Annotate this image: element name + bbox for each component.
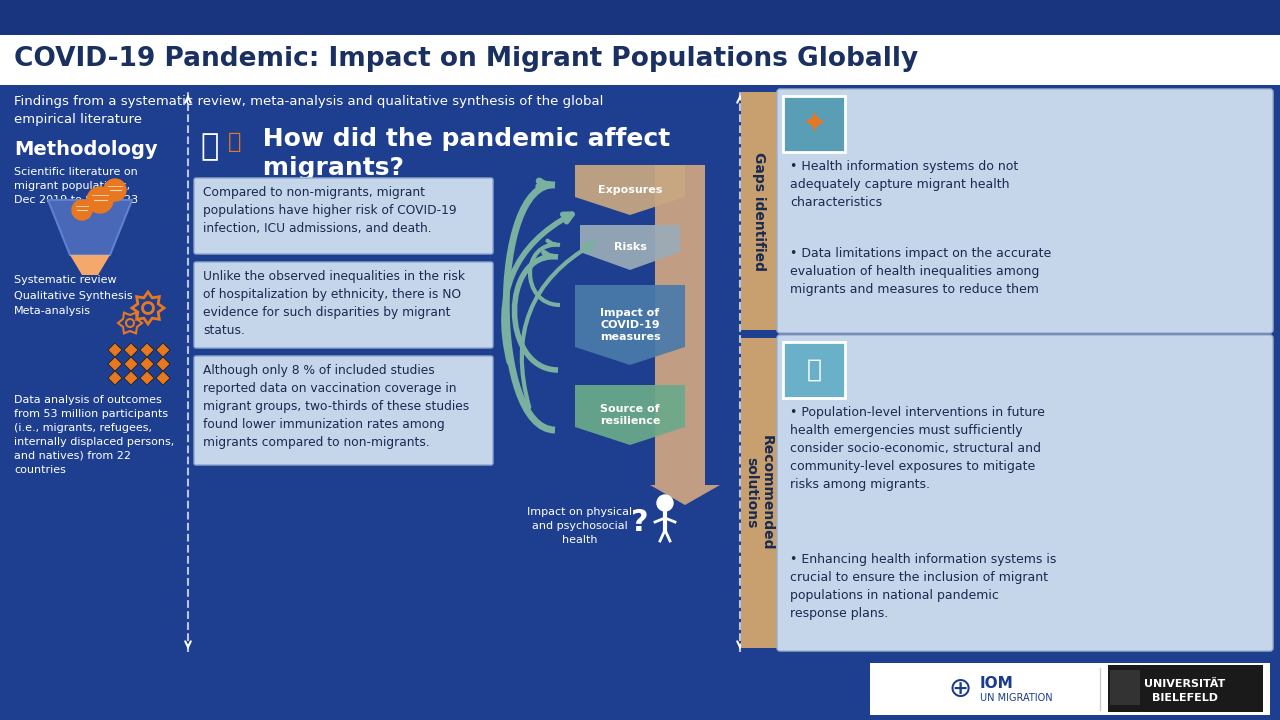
FancyBboxPatch shape (870, 663, 1270, 715)
Text: UNIVERSITÄT: UNIVERSITÄT (1144, 679, 1226, 689)
Polygon shape (124, 371, 138, 385)
Circle shape (104, 179, 125, 201)
Polygon shape (124, 343, 138, 357)
FancyBboxPatch shape (195, 262, 493, 348)
Text: Data analysis of outcomes
from 53 million participants
(i.e., migrants, refugees: Data analysis of outcomes from 53 millio… (14, 395, 174, 475)
Polygon shape (156, 371, 170, 385)
Text: • Data limitations impact on the accurate
evaluation of health inequalities amon: • Data limitations impact on the accurat… (790, 247, 1051, 296)
Text: • Enhancing health information systems is
crucial to ensure the inclusion of mig: • Enhancing health information systems i… (790, 553, 1056, 620)
Text: How did the pandemic affect
 migrants?: How did the pandemic affect migrants? (253, 127, 671, 180)
Polygon shape (124, 357, 138, 371)
Text: Although only 8 % of included studies
reported data on vaccination coverage in
m: Although only 8 % of included studies re… (204, 364, 470, 449)
Text: Impact on physical
and psychosocial
health: Impact on physical and psychosocial heal… (527, 507, 632, 545)
Text: IOM: IOM (980, 677, 1014, 691)
Text: UN MIGRATION: UN MIGRATION (980, 693, 1052, 703)
Polygon shape (140, 343, 154, 357)
Polygon shape (49, 200, 132, 255)
Text: Unlike the observed inequalities in the risk
of hospitalization by ethnicity, th: Unlike the observed inequalities in the … (204, 270, 465, 337)
FancyBboxPatch shape (741, 92, 777, 330)
Text: Gaps identified: Gaps identified (753, 151, 765, 271)
Text: BIELEFELD: BIELEFELD (1152, 693, 1219, 703)
Text: Impact of
COVID-19
measures: Impact of COVID-19 measures (600, 307, 660, 343)
Text: Risks: Risks (613, 242, 646, 252)
FancyBboxPatch shape (0, 35, 1280, 85)
Polygon shape (580, 225, 680, 270)
Polygon shape (156, 343, 170, 357)
Polygon shape (575, 385, 685, 445)
FancyBboxPatch shape (783, 342, 845, 398)
FancyBboxPatch shape (783, 96, 845, 152)
FancyBboxPatch shape (1108, 665, 1263, 712)
Text: • Population-level interventions in future
health emergencies must sufficiently
: • Population-level interventions in futu… (790, 406, 1044, 491)
Text: Compared to non-migrants, migrant
populations have higher risk of COVID-19
infec: Compared to non-migrants, migrant popula… (204, 186, 457, 235)
Polygon shape (108, 371, 122, 385)
Text: 📍: 📍 (228, 132, 242, 152)
Polygon shape (650, 165, 719, 505)
Text: 🚶: 🚶 (200, 132, 219, 161)
Circle shape (72, 200, 92, 220)
FancyArrowPatch shape (522, 243, 594, 408)
Text: ?: ? (631, 508, 649, 537)
Text: Source of
resilience: Source of resilience (600, 404, 660, 426)
FancyBboxPatch shape (1110, 670, 1140, 705)
Text: COVID-19 Pandemic: Impact on Migrant Populations Globally: COVID-19 Pandemic: Impact on Migrant Pop… (14, 46, 918, 72)
Text: • Health information systems do not
adequately capture migrant health
characteri: • Health information systems do not adeq… (790, 160, 1019, 209)
Polygon shape (140, 357, 154, 371)
FancyBboxPatch shape (741, 338, 777, 648)
Polygon shape (108, 343, 122, 357)
FancyArrowPatch shape (504, 214, 572, 362)
Polygon shape (70, 255, 110, 275)
Text: ⊕: ⊕ (948, 675, 972, 703)
FancyBboxPatch shape (0, 85, 1280, 720)
Text: Methodology: Methodology (14, 140, 157, 159)
Polygon shape (156, 357, 170, 371)
Text: ✦: ✦ (801, 109, 827, 138)
Polygon shape (108, 357, 122, 371)
Circle shape (657, 495, 673, 511)
Text: 〜: 〜 (806, 358, 822, 382)
FancyBboxPatch shape (195, 356, 493, 465)
Polygon shape (140, 371, 154, 385)
Text: Scientific literature on
migrant populations,
Dec 2019 to Sep 2023: Scientific literature on migrant populat… (14, 167, 138, 205)
Circle shape (87, 187, 113, 213)
Text: Systematic review
Qualitative Synthesis
Meta-analysis: Systematic review Qualitative Synthesis … (14, 275, 133, 316)
FancyBboxPatch shape (195, 178, 493, 254)
FancyBboxPatch shape (777, 89, 1274, 333)
Polygon shape (575, 165, 685, 215)
FancyBboxPatch shape (0, 0, 1280, 35)
Text: Exposures: Exposures (598, 185, 662, 195)
Text: Recommended
solutions: Recommended solutions (744, 436, 774, 551)
Polygon shape (575, 285, 685, 365)
FancyBboxPatch shape (777, 335, 1274, 651)
Text: Findings from a systematic review, meta-analysis and qualitative synthesis of th: Findings from a systematic review, meta-… (14, 95, 603, 126)
